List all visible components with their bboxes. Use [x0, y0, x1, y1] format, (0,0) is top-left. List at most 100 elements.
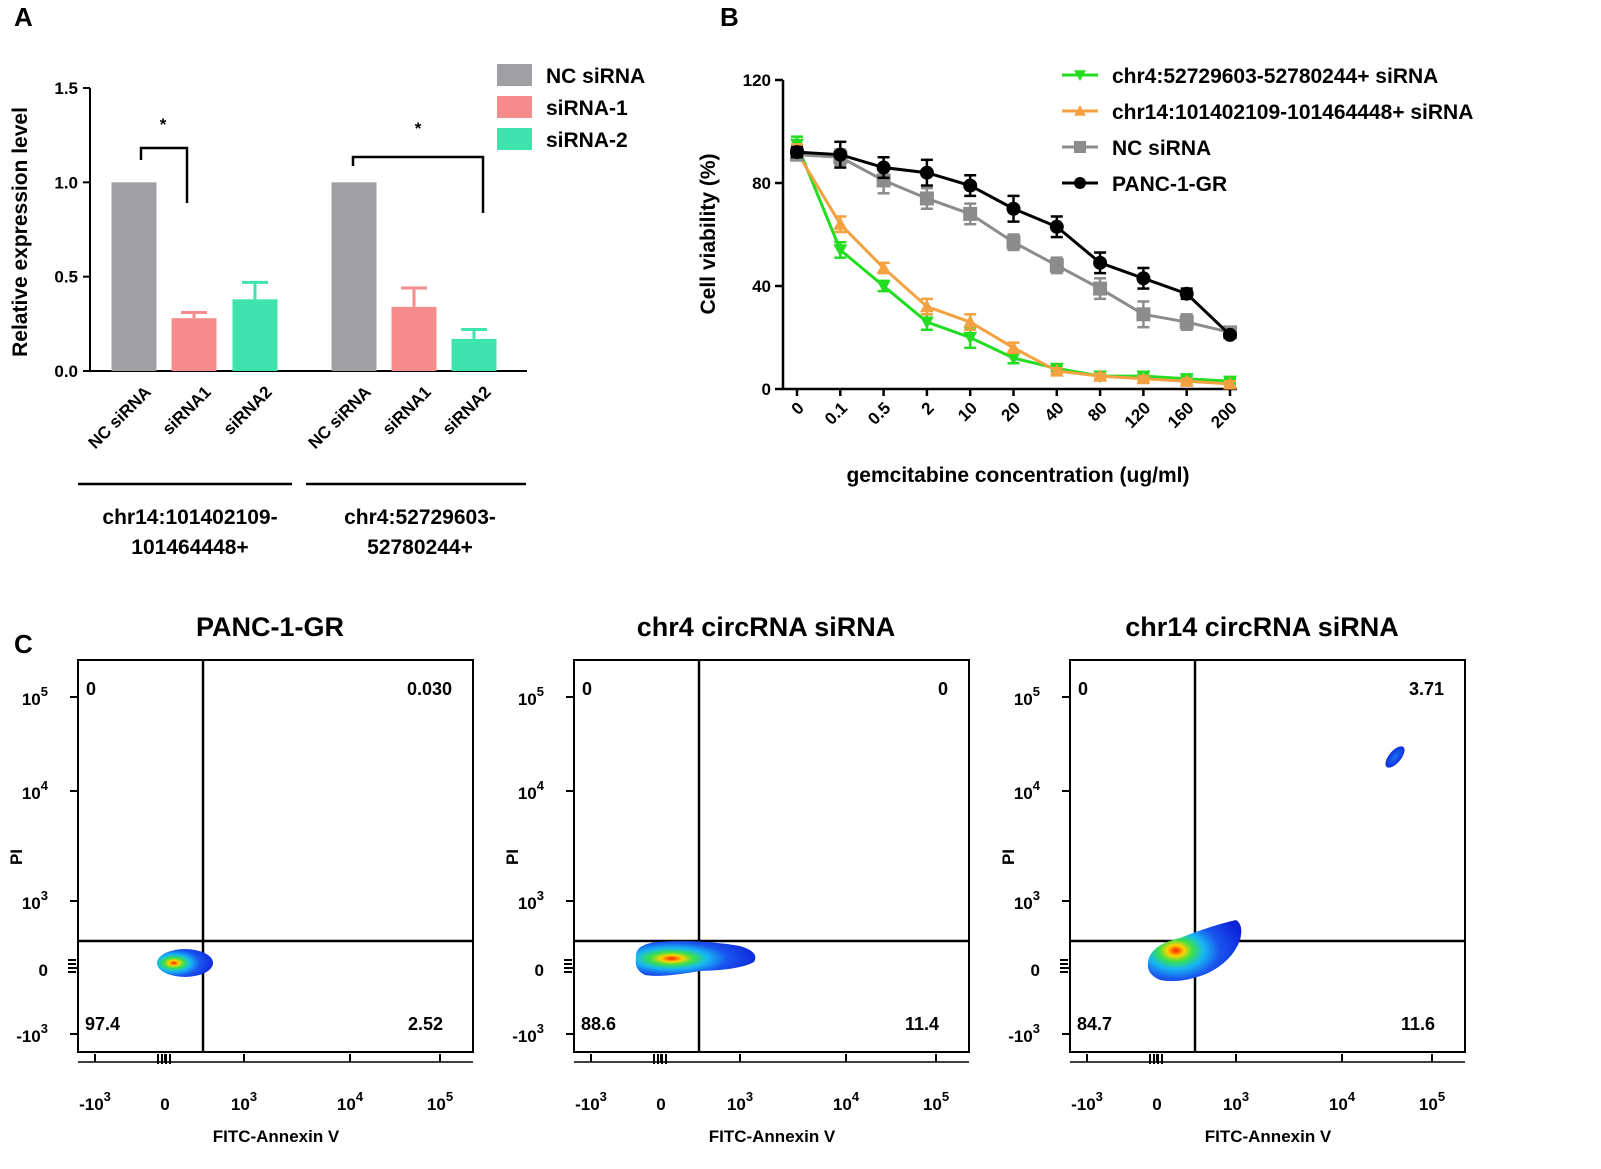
- quadrant-upper-left: 0: [86, 679, 96, 699]
- flow-tick-base: -10: [1071, 1095, 1096, 1114]
- flow-axis-tick-label: 105: [1419, 1089, 1445, 1114]
- flow-tick-base: 10: [518, 690, 537, 709]
- panel-b-x-tick-label: 0.1: [821, 398, 851, 428]
- flow-y-axis-title: PI: [999, 849, 1018, 865]
- panel-a-y-tick-label: 1.5: [54, 79, 78, 98]
- flow-tick-exponent: 3: [41, 1021, 48, 1036]
- flow-axis-tick-label: 104: [1014, 778, 1041, 803]
- flow-x-axis-title: FITC-Annexin V: [709, 1127, 836, 1146]
- panel-b-data-point: [1093, 255, 1108, 270]
- panel-b-y-axis-title: Cell viability (%): [697, 153, 720, 314]
- flow-tick-exponent: 5: [1438, 1089, 1445, 1104]
- flow-axis-tick-label: 105: [427, 1089, 453, 1114]
- flow-axis-tick-label: -103: [512, 1021, 544, 1046]
- panel-b-x-tick-label: 2: [918, 398, 938, 418]
- flow-tick-base: 10: [1419, 1095, 1438, 1114]
- panel-a-bars: * *: [111, 115, 497, 371]
- panel-b-data-point: [833, 217, 848, 230]
- panel-b-data-point: [1049, 258, 1064, 273]
- flow-tick-exponent: 5: [537, 684, 544, 699]
- flow-axis-tick-label: 105: [518, 684, 544, 709]
- flow-tick-base: 10: [518, 894, 537, 913]
- flow-tick-base: -10: [16, 1027, 41, 1046]
- panel-b-data-point: [1006, 201, 1021, 216]
- quadrant-lower-left: 97.4: [85, 1014, 120, 1034]
- panel-a-x-tick-label: NC siRNA: [85, 382, 155, 452]
- panel-b-legend-label: PANC-1-GR: [1112, 173, 1227, 196]
- panel-b-data-point: [876, 260, 891, 274]
- panel-b-series-group: [790, 147, 1237, 340]
- flow-tick-base: 0: [39, 961, 48, 980]
- panel-a-legend-swatch: [497, 128, 532, 150]
- flow-tick-base: 10: [231, 1095, 250, 1114]
- flow-plot-frame: [573, 659, 970, 1053]
- flow-axis-tick-label: -103: [79, 1089, 111, 1114]
- panel-b-data-point: [1049, 363, 1064, 377]
- flow-tick-base: 0: [1152, 1095, 1161, 1114]
- flow-tick-base: 10: [1014, 690, 1033, 709]
- panel-b-series-group: [790, 143, 1237, 390]
- flow-axis-tick-label: 103: [1223, 1089, 1249, 1114]
- panel-b-series-group: [790, 140, 1237, 342]
- panel-b-legend-label: chr4:52729603-52780244+ siRNA: [1112, 65, 1438, 88]
- panel-b-x-tick-label: 40: [1041, 398, 1068, 425]
- panel-a-group-label-line1: chr14:101402109-: [102, 506, 277, 529]
- flow-tick-exponent: 4: [1348, 1089, 1356, 1104]
- panel-b-data-point: [1179, 286, 1194, 301]
- panel-b-data-point: [1136, 371, 1151, 385]
- flow-axis-tick-label: 104: [1329, 1089, 1356, 1114]
- panel-b-data-point: [1006, 352, 1021, 366]
- flow-axis-tick-label: 0: [160, 1095, 169, 1114]
- quadrant-upper-right: 0: [938, 679, 948, 699]
- flow-tick-exponent: 4: [852, 1089, 860, 1104]
- panel-b-data-point: [1006, 340, 1021, 354]
- panel-a-x-tick-label: siRNA2: [220, 382, 276, 438]
- flow-axis-tick-label: 105: [1014, 684, 1040, 709]
- panel-b-legend-marker: [1074, 141, 1086, 153]
- flow-tick-base: 0: [535, 961, 544, 980]
- flow-density-cluster: [157, 949, 213, 977]
- quadrant-lower-right: 2.52: [408, 1014, 443, 1034]
- flow-axis-tick-label: 105: [923, 1089, 949, 1114]
- flow-tick-base: 10: [1329, 1095, 1348, 1114]
- panel-b-legend-marker: [1074, 70, 1086, 81]
- panel-a-x-ticks: NC siRNA siRNA1 siRNA2 NC siRNA siRNA1 siRNA2: [85, 382, 495, 452]
- flow-tick-base: 10: [22, 894, 41, 913]
- flow-tick-exponent: 4: [1033, 778, 1041, 793]
- panel-a-legend-label: NC siRNA: [546, 65, 645, 88]
- flow-axis-tick-label: -103: [1071, 1089, 1103, 1114]
- flow-axis-tick-label: 104: [22, 778, 49, 803]
- panel-b-legend: chr4:52729603-52780244+ siRNA chr14:10140…: [1062, 65, 1473, 196]
- panel-a-significance-star: *: [415, 119, 422, 138]
- panel-a-bar: [451, 338, 497, 371]
- panel-label-c: C: [14, 629, 33, 659]
- flow-axis-tick-label: 0: [1031, 961, 1040, 980]
- panel-b-legend-marker: [1074, 177, 1086, 189]
- quadrant-lower-right: 11.4: [905, 1014, 939, 1034]
- panel-a-bar: [111, 182, 157, 371]
- flow-tick-exponent: 3: [537, 888, 544, 903]
- panel-b-data-point: [1179, 315, 1194, 330]
- flow-tick-base: 10: [1014, 894, 1033, 913]
- flow-tick-base: -10: [1008, 1027, 1033, 1046]
- flow-plot-title: PANC-1-GR: [196, 612, 344, 642]
- flow-tick-base: 10: [337, 1095, 356, 1114]
- panel-a-group-label-line2: 101464448+: [131, 536, 248, 559]
- flow-axis-tick-label: 103: [727, 1089, 753, 1114]
- panel-a-group-label-line1: chr4:52729603-: [344, 506, 496, 529]
- panel-b-data-point: [1093, 281, 1108, 296]
- flow-tick-exponent: 5: [41, 684, 48, 699]
- flow-axis-tick-label: 103: [1014, 888, 1040, 913]
- flow-tick-exponent: 3: [104, 1089, 111, 1104]
- panel-b-data-point: [1136, 271, 1151, 286]
- panel-b-y-tick-label: 0: [762, 380, 771, 399]
- panel-b-x-tick-label: 0: [788, 398, 808, 418]
- quadrant-upper-left: 0: [1078, 679, 1088, 699]
- panel-a-x-tick-label: siRNA1: [379, 382, 435, 438]
- panel-a-x-tick-label: siRNA1: [159, 382, 215, 438]
- panel-b-data-point: [963, 206, 978, 221]
- quadrant-upper-left: 0: [582, 679, 592, 699]
